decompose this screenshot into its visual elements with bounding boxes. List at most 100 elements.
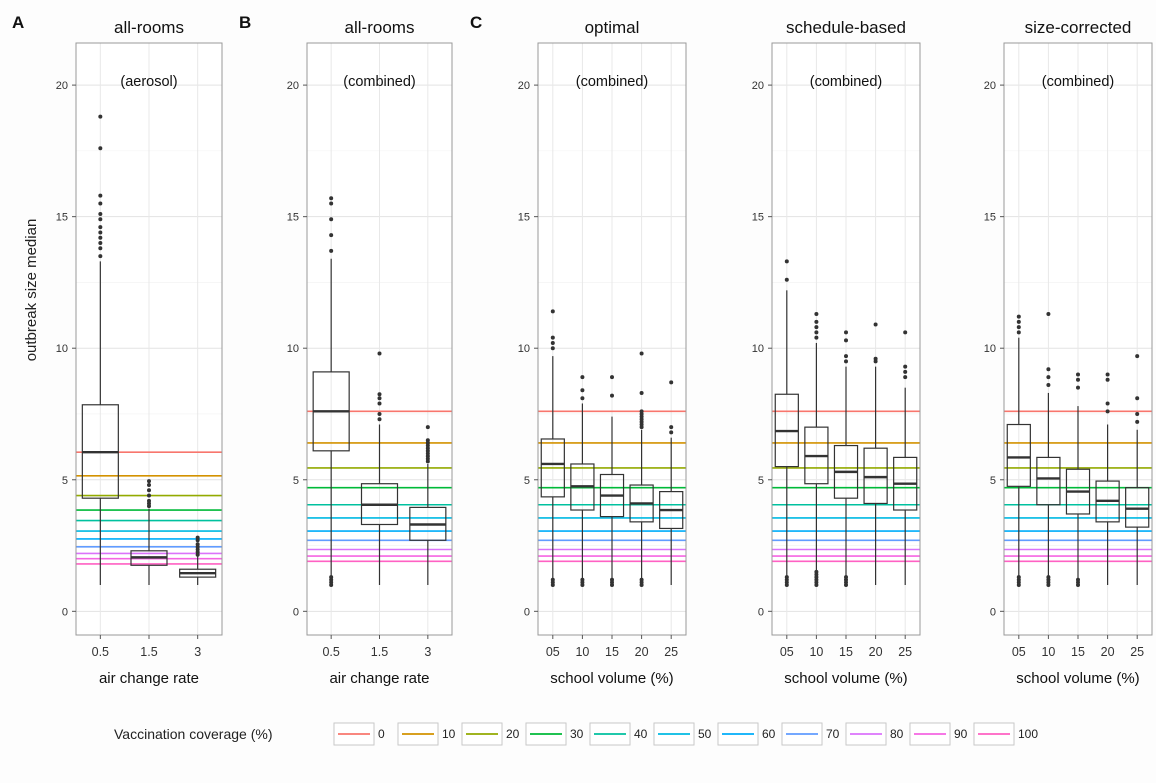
x-axis-label: school volume (%) (1016, 670, 1139, 687)
box-iqr (1036, 456, 1061, 506)
outlier-point (1105, 372, 1110, 377)
outlier-point (1135, 396, 1140, 401)
panel-letter: B (239, 13, 251, 32)
outlier-point (98, 212, 103, 217)
outlier-point (1046, 375, 1051, 380)
legend-label: 100 (1018, 727, 1038, 741)
panel-subtitle: (combined) (576, 74, 649, 90)
outlier-point (844, 575, 848, 580)
outlier-point (580, 375, 585, 380)
outlier-point (329, 575, 334, 580)
outlier-point (814, 335, 819, 340)
box-15 (833, 330, 859, 588)
outlier-point (814, 330, 819, 335)
outlier-point (610, 577, 614, 582)
box-iqr (1125, 487, 1150, 528)
x-tick-label: 1.5 (140, 645, 157, 659)
box-3 (409, 425, 447, 586)
outlier-point (1016, 319, 1021, 324)
outlier-point (1046, 383, 1051, 388)
outlier-point (329, 196, 334, 201)
legend-label: 40 (634, 727, 648, 741)
panel-title: optimal (585, 18, 640, 37)
outlier-point (844, 354, 848, 359)
legend-label: 30 (570, 727, 584, 741)
y-tick-label: 20 (518, 80, 530, 92)
legend-label: 0 (378, 727, 385, 741)
x-tick-label: 25 (664, 645, 678, 659)
x-tick-label: 0.5 (92, 645, 109, 659)
panel-title: all-rooms (345, 18, 415, 37)
legend-layer: Vaccination coverage (%) 0 10 20 30 40 50 60 70 8… (114, 722, 1038, 746)
outlier-point (844, 330, 848, 335)
outlier-point (1046, 367, 1051, 372)
outlier-point (550, 335, 555, 340)
outlier-point (1105, 401, 1110, 406)
x-tick-label: 3 (194, 645, 201, 659)
x-tick-label: 10 (809, 645, 823, 659)
y-tick-label: 10 (56, 343, 68, 355)
y-tick-label: 0 (524, 606, 530, 618)
x-tick-label: 25 (898, 645, 912, 659)
outlier-point (329, 248, 334, 253)
x-tick-label: 25 (1130, 645, 1144, 659)
outlier-point (873, 356, 878, 361)
x-tick-label: 1.5 (371, 645, 388, 659)
outlier-point (377, 417, 382, 422)
legend-label: 90 (954, 727, 968, 741)
y-tick-label: 20 (752, 80, 764, 92)
outlier-point (329, 201, 334, 206)
outlier-point (903, 375, 908, 380)
box-1.5 (360, 351, 399, 586)
panel-subtitle: (combined) (343, 74, 416, 90)
panel-title: all-rooms (114, 18, 184, 37)
x-tick-label: 15 (605, 645, 619, 659)
y-tick-label: 5 (990, 475, 996, 487)
outlier-point (903, 364, 908, 369)
outlier-point (147, 498, 151, 503)
outlier-point (550, 577, 555, 582)
box-25 (893, 330, 918, 586)
panel-subtitle: (combined) (1042, 74, 1115, 90)
box-3 (179, 535, 217, 586)
box-05 (1006, 314, 1031, 588)
outlier-point (195, 542, 200, 547)
box-iqr (863, 447, 888, 505)
y-tick-label: 10 (984, 343, 996, 355)
legend-item-100: 100 (973, 722, 1038, 746)
outlier-point (425, 425, 430, 430)
panel-subtitle: (combined) (810, 74, 883, 90)
y-tick-label: 10 (518, 343, 530, 355)
outlier-point (98, 235, 103, 240)
y-axis-label: outbreak size median (23, 219, 40, 362)
outlier-point (784, 259, 789, 264)
outlier-point (844, 359, 848, 364)
box-05 (540, 309, 565, 588)
box-1.5 (130, 479, 168, 586)
x-tick-label: 05 (546, 645, 560, 659)
box-25 (1125, 354, 1150, 586)
outlier-point (1016, 325, 1021, 330)
outlier-point (1046, 575, 1051, 580)
y-tick-label: 20 (287, 80, 299, 92)
x-tick-label: 3 (424, 645, 431, 659)
outlier-point (377, 411, 382, 416)
y-tick-label: 20 (984, 80, 996, 92)
panel-title: size-corrected (1025, 18, 1132, 37)
y-tick-label: 10 (752, 343, 764, 355)
outlier-point (550, 309, 555, 314)
x-axis-label: school volume (%) (784, 670, 907, 687)
y-tick-label: 5 (293, 475, 299, 487)
outlier-point (580, 388, 585, 393)
x-axis-label: school volume (%) (550, 670, 673, 687)
legend-item-50: 50 (653, 722, 712, 746)
legend-item-70: 70 (781, 722, 840, 746)
box-05 (774, 259, 799, 588)
y-tick-label: 15 (518, 212, 530, 224)
box-0.5 (81, 114, 119, 586)
panel-1: 0 5 10 15 20 0.5 1.5 3 all-rooms (aerosol) air cha… (12, 13, 223, 687)
x-tick-label: 20 (1101, 645, 1115, 659)
